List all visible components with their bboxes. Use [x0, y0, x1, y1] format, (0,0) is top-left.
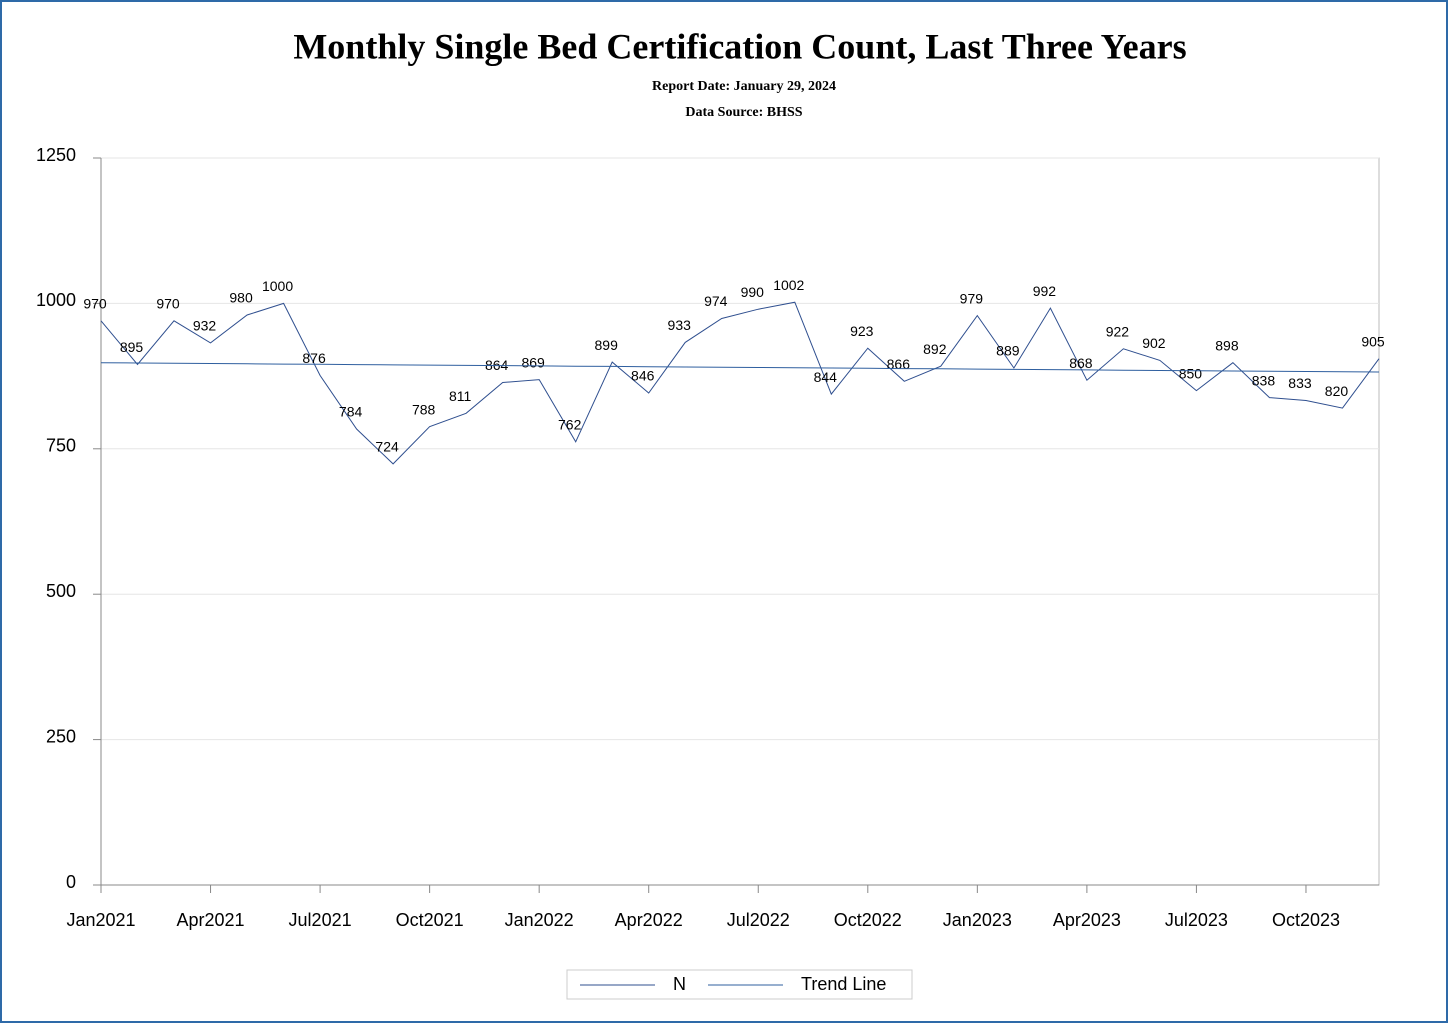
- x-tick-label: Jan2022: [505, 910, 574, 930]
- data-label: 1000: [262, 278, 293, 294]
- x-tick-label: Jul2021: [289, 910, 352, 930]
- legend-label: N: [673, 974, 686, 994]
- x-tick-label: Jul2023: [1165, 910, 1228, 930]
- y-tick-label: 500: [46, 581, 76, 601]
- data-label: 788: [412, 401, 436, 417]
- subtitle: Report Date: January 29, 2024: [652, 79, 836, 94]
- data-label: 895: [120, 339, 144, 355]
- data-label: 990: [741, 284, 765, 300]
- data-label: 1002: [773, 277, 804, 293]
- x-tick-label: Oct2021: [396, 910, 464, 930]
- y-tick-label: 1000: [36, 290, 76, 310]
- data-label: 902: [1142, 335, 1166, 351]
- data-label: 869: [521, 354, 545, 370]
- data-label: 833: [1288, 375, 1312, 391]
- x-tick-label: Apr2021: [177, 910, 245, 930]
- legend-label: Trend Line: [801, 974, 886, 994]
- data-label: 922: [1106, 323, 1130, 339]
- series-line: [100, 301, 1380, 465]
- y-tick-label: 1250: [36, 145, 76, 165]
- y-tick-label: 0: [66, 872, 76, 892]
- data-label: 923: [850, 323, 874, 339]
- source: Data Source: BHSS: [685, 105, 802, 120]
- data-label: 970: [156, 296, 180, 312]
- data-label: 892: [923, 341, 947, 357]
- x-tick-label: Jul2022: [727, 910, 790, 930]
- data-label: 846: [631, 368, 655, 384]
- x-tick-label: Jan2021: [66, 910, 135, 930]
- data-label: 932: [193, 318, 217, 334]
- data-label: 980: [229, 290, 253, 306]
- series-line: [100, 362, 1380, 373]
- data-label: 762: [558, 417, 582, 433]
- data-label: 933: [668, 317, 692, 333]
- data-label: 992: [1033, 283, 1057, 299]
- data-label: 811: [449, 388, 472, 404]
- y-tick-label: 750: [46, 436, 76, 456]
- x-tick-label: Oct2023: [1272, 910, 1340, 930]
- x-tick-label: Jan2023: [943, 910, 1012, 930]
- data-label: 889: [996, 343, 1020, 359]
- data-label: 905: [1361, 333, 1385, 349]
- data-label: 844: [814, 369, 838, 385]
- data-label: 899: [595, 337, 619, 353]
- plot-border: [100, 157, 1380, 886]
- chart-title: Monthly Single Bed Certification Count, …: [293, 26, 1186, 66]
- data-label: 850: [1179, 365, 1203, 381]
- data-label: 979: [960, 290, 984, 306]
- data-label: 838: [1252, 372, 1276, 388]
- data-label: 898: [1215, 337, 1239, 353]
- data-label: 820: [1325, 383, 1349, 399]
- data-label: 970: [83, 296, 107, 312]
- y-tick-label: 250: [46, 726, 76, 746]
- data-label: 876: [302, 350, 326, 366]
- data-label: 866: [887, 356, 911, 372]
- data-label: 724: [375, 439, 399, 455]
- x-tick-label: Apr2023: [1053, 910, 1121, 930]
- data-label: 784: [339, 404, 363, 420]
- x-tick-label: Oct2022: [834, 910, 902, 930]
- data-label: 974: [704, 293, 728, 309]
- data-label: 868: [1069, 355, 1093, 371]
- x-tick-label: Apr2022: [615, 910, 683, 930]
